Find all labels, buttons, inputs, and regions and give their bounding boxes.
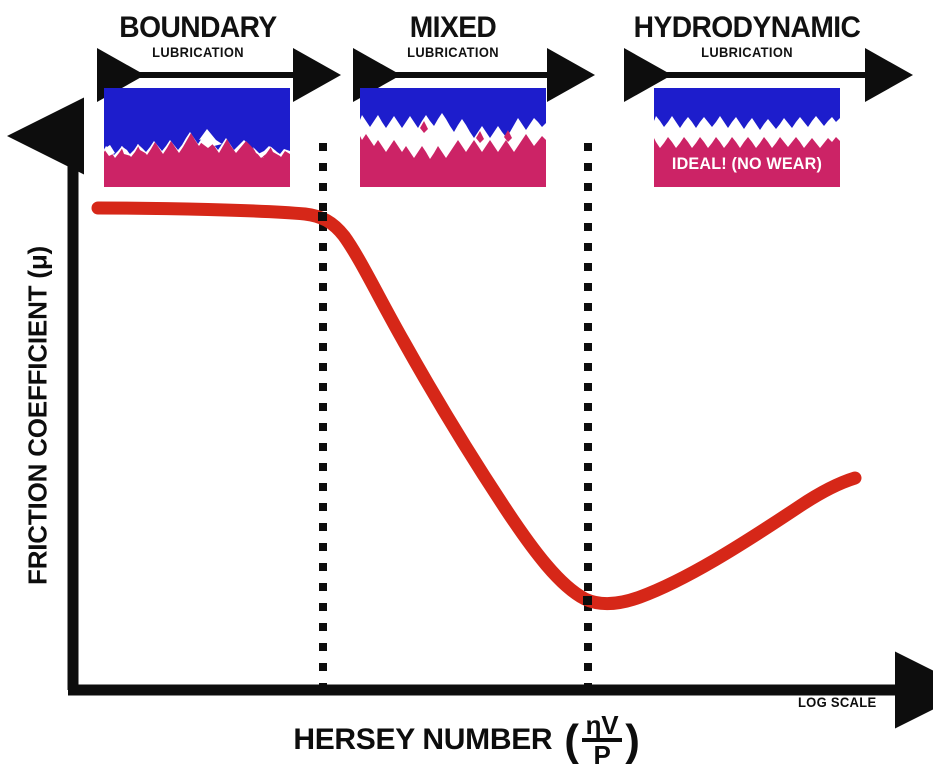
x-axis-label: HERSEY NUMBER ( ηV P ) — [0, 710, 933, 770]
hydrodynamic-surface-illustration — [654, 88, 840, 187]
upper-surface-blue — [654, 88, 840, 130]
regime-title: MIXED — [409, 11, 497, 44]
surface-panel-hydrodynamic: IDEAL! (NO WEAR) — [654, 88, 840, 187]
upper-surface-blue — [360, 88, 546, 138]
surface-panel-mixed — [360, 88, 546, 187]
stribeck-curve — [91, 201, 862, 611]
panel-caption-ideal-no-wear: IDEAL! (NO WEAR) — [671, 154, 823, 173]
close-paren: ) — [625, 715, 640, 765]
minimum-friction-marker — [583, 596, 592, 605]
regime-title: HYDRODYNAMIC — [633, 11, 861, 44]
surface-panel-boundary — [104, 88, 290, 187]
upper-surface-blue — [104, 88, 290, 155]
lower-surface-pink — [104, 133, 290, 187]
y-axis-label: FRICTION COEFFICIENT (μ) — [22, 246, 53, 585]
lower-surface-pink — [360, 134, 546, 187]
boundary-surface-illustration — [104, 88, 290, 187]
lubricant-pockets — [104, 129, 280, 158]
mixed-surface-illustration — [360, 88, 546, 187]
boundary-mixed-transition-marker — [318, 212, 327, 221]
fraction-numerator: ηV — [585, 710, 619, 740]
fraction-bar — [581, 738, 623, 742]
x-axis-scale-note: LOG SCALE — [797, 694, 877, 710]
regime-title: BOUNDARY — [119, 11, 277, 44]
x-axis-label-text: HERSEY NUMBER — [293, 722, 553, 756]
open-paren: ( — [564, 715, 579, 765]
fraction-denominator: P — [593, 740, 611, 770]
hersey-number-fraction: ηV P — [581, 710, 623, 770]
asperity-contact-spots — [420, 121, 512, 143]
lower-surface-pink — [654, 137, 840, 187]
